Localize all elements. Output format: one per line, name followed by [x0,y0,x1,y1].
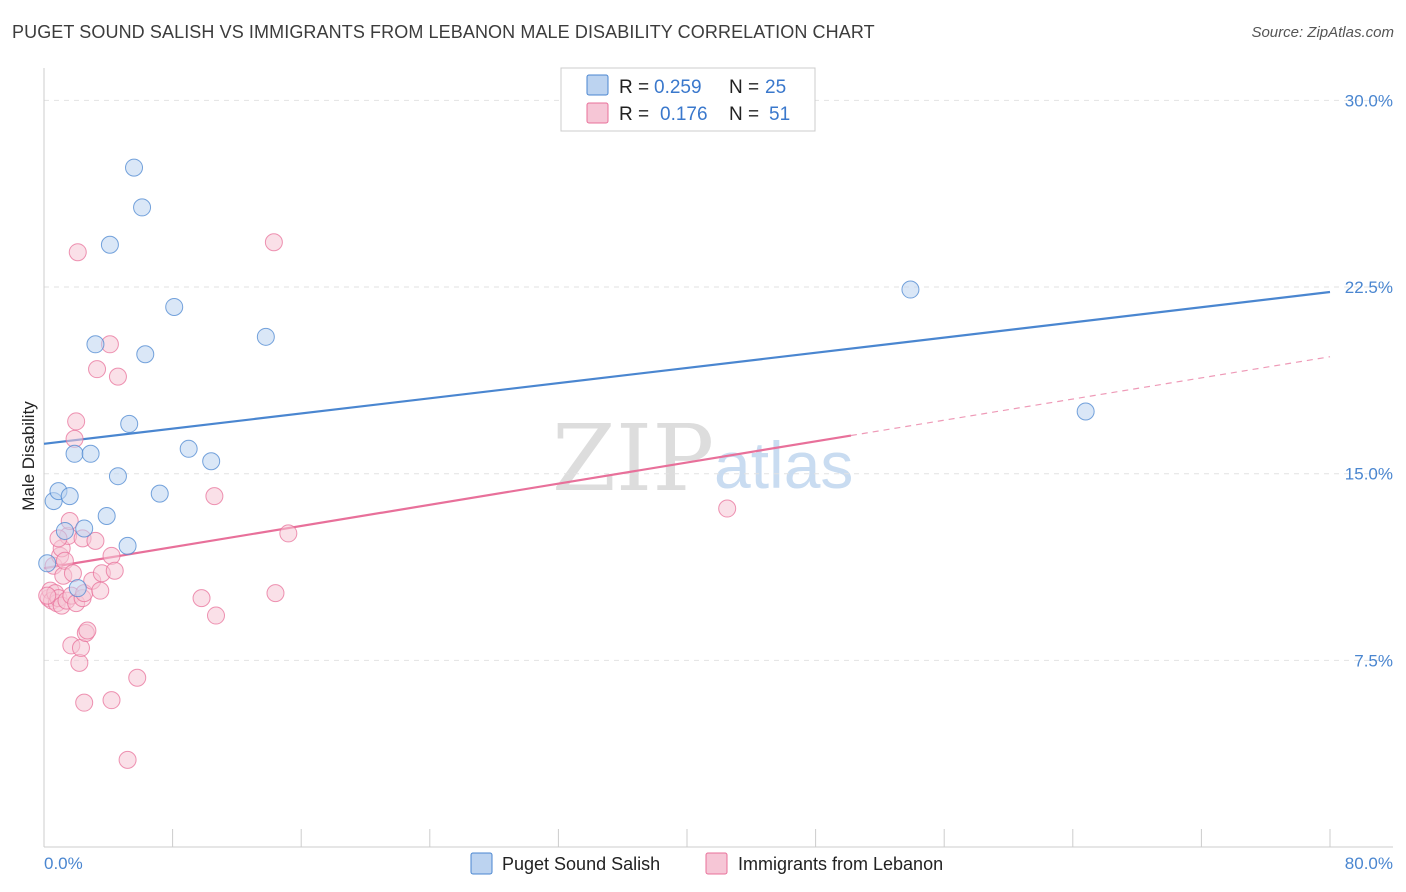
legend-swatch-pink [586,102,609,124]
x-tick-label-max: 80.0% [1345,854,1393,873]
point-s0-19 [165,297,184,316]
point-s0-21 [202,452,221,471]
point-s0-8 [81,444,100,463]
point-s0-5 [65,444,84,463]
point-s0-15 [125,158,144,177]
point-s1-48 [718,499,737,518]
point-s0-4 [60,487,79,506]
chart-title: PUGET SOUND SALISH VS IMMIGRANTS FROM LE… [12,22,875,42]
point-s1-36 [102,546,121,565]
legend-r-label-2: R = [619,104,649,125]
point-s0-14 [120,414,139,433]
point-s1-26 [75,693,94,712]
gridlines [44,99,1393,661]
point-s1-41 [128,668,147,687]
point-s1-38 [105,561,124,580]
y-tick-label-3: 30.0% [1345,91,1393,110]
legend-n-value-2: 51 [769,104,790,125]
series-legend-swatch-pink [705,852,728,875]
legend-swatch-blue [586,74,609,96]
legend-r-label-1: R = [619,77,649,98]
point-s1-43 [205,487,224,506]
point-s1-29 [78,621,97,640]
point-s0-22 [256,327,275,346]
point-s1-17 [63,564,82,583]
y-axis-label: Male Disability [19,401,38,511]
y-tick-label-0: 7.5% [1354,651,1393,670]
watermark-zip: ZIP [552,405,714,512]
trend-line-0 [43,290,1331,445]
x-tick-label-min: 0.0% [44,854,83,873]
point-s0-0 [38,554,57,573]
y-tick-label-2: 22.5% [1345,278,1393,297]
trend-line-dashed-1 [850,356,1331,437]
point-s0-7 [75,519,94,538]
point-s1-42 [192,589,211,608]
source-label: Source: ZipAtlas.com [1251,24,1394,41]
point-s0-23 [901,280,920,299]
legend-r-value-2: 0.176 [660,104,708,125]
point-s0-18 [150,484,169,503]
point-s1-20 [67,412,86,431]
point-s1-37 [102,691,121,710]
point-s1-44 [207,606,226,625]
point-s1-22 [70,653,89,672]
point-s1-21 [68,243,87,262]
point-s1-39 [108,367,127,386]
point-s1-32 [88,360,107,379]
legend-n-label-1: N = [729,77,759,98]
point-s0-10 [97,507,116,526]
point-s1-49 [38,586,57,605]
y-tick-labels: 7.5% 15.0% 22.5% 30.0% [1345,91,1393,670]
point-s0-24 [1076,402,1095,421]
legend-n-value-1: 25 [765,77,786,98]
point-s1-40 [118,750,137,769]
point-s1-45 [264,233,283,252]
series-legend-swatch-blue [470,852,493,875]
watermark-atlas: atlas [714,428,853,502]
point-s1-46 [266,584,285,603]
point-s1-47 [279,524,298,543]
point-s0-20 [179,439,198,458]
trend-lines [43,290,1331,570]
series-legend: Puget Sound Salish Immigrants from Leban… [470,852,943,875]
point-s0-11 [100,235,119,254]
point-s0-3 [55,521,74,540]
point-s0-12 [108,467,127,486]
point-s0-13 [118,536,137,555]
stats-legend: R = 0.259 N = 25 R = 0.176 N = 51 [560,67,816,132]
data-points [38,158,1095,769]
point-s1-23 [71,638,90,657]
point-s0-17 [136,345,155,364]
point-s0-16 [133,198,152,217]
point-s1-31 [86,531,105,550]
legend-r-value-1: 0.259 [654,77,702,98]
axes [43,68,1393,848]
series-legend-label-1: Puget Sound Salish [502,854,660,874]
trend-line-1 [43,434,852,570]
point-s0-9 [86,335,105,354]
legend-n-label-2: N = [729,104,759,125]
y-tick-label-1: 15.0% [1345,465,1393,484]
point-s0-6 [68,579,87,598]
series-legend-label-2: Immigrants from Lebanon [738,854,943,874]
point-s1-33 [91,581,110,600]
